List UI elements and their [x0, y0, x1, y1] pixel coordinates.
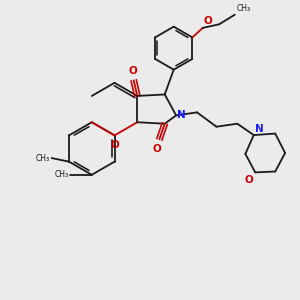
Text: O: O [204, 16, 213, 26]
Text: O: O [110, 140, 119, 150]
Text: O: O [152, 144, 161, 154]
Text: N: N [177, 110, 185, 120]
Text: CH₃: CH₃ [36, 154, 50, 163]
Text: N: N [255, 124, 263, 134]
Text: CH₃: CH₃ [54, 170, 68, 179]
Text: CH₃: CH₃ [237, 4, 251, 13]
Text: O: O [244, 176, 253, 185]
Text: O: O [129, 66, 137, 76]
